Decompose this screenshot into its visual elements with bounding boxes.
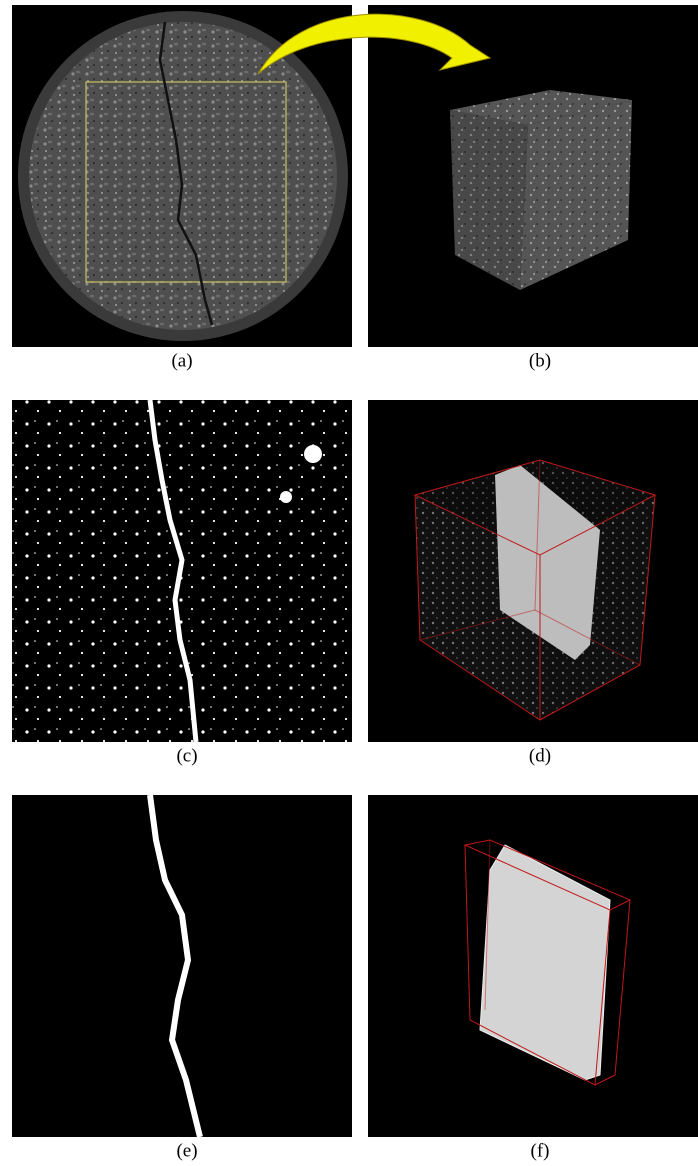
pore [304,445,322,463]
panel-label: (f) [531,1140,550,1161]
panel-label: (c) [176,745,197,766]
pore [280,491,292,503]
panel-e [12,795,352,1137]
panel-label: (d) [529,745,551,766]
panel-f [368,795,698,1137]
specimen-section [29,22,337,330]
panel-a [12,5,352,347]
panel-d [368,400,698,742]
panel-label: (b) [529,350,551,371]
page: {"panels": [{"label": "(a)"}, {"label": … [0,0,698,1166]
image-e [12,795,352,1137]
panel-c [12,400,352,742]
panel-label: (a) [171,350,192,371]
figure: (a) (b) (c) (d) (e) (f) [0,0,698,1166]
panel-label: (e) [176,1140,197,1161]
panel-b [368,5,698,347]
